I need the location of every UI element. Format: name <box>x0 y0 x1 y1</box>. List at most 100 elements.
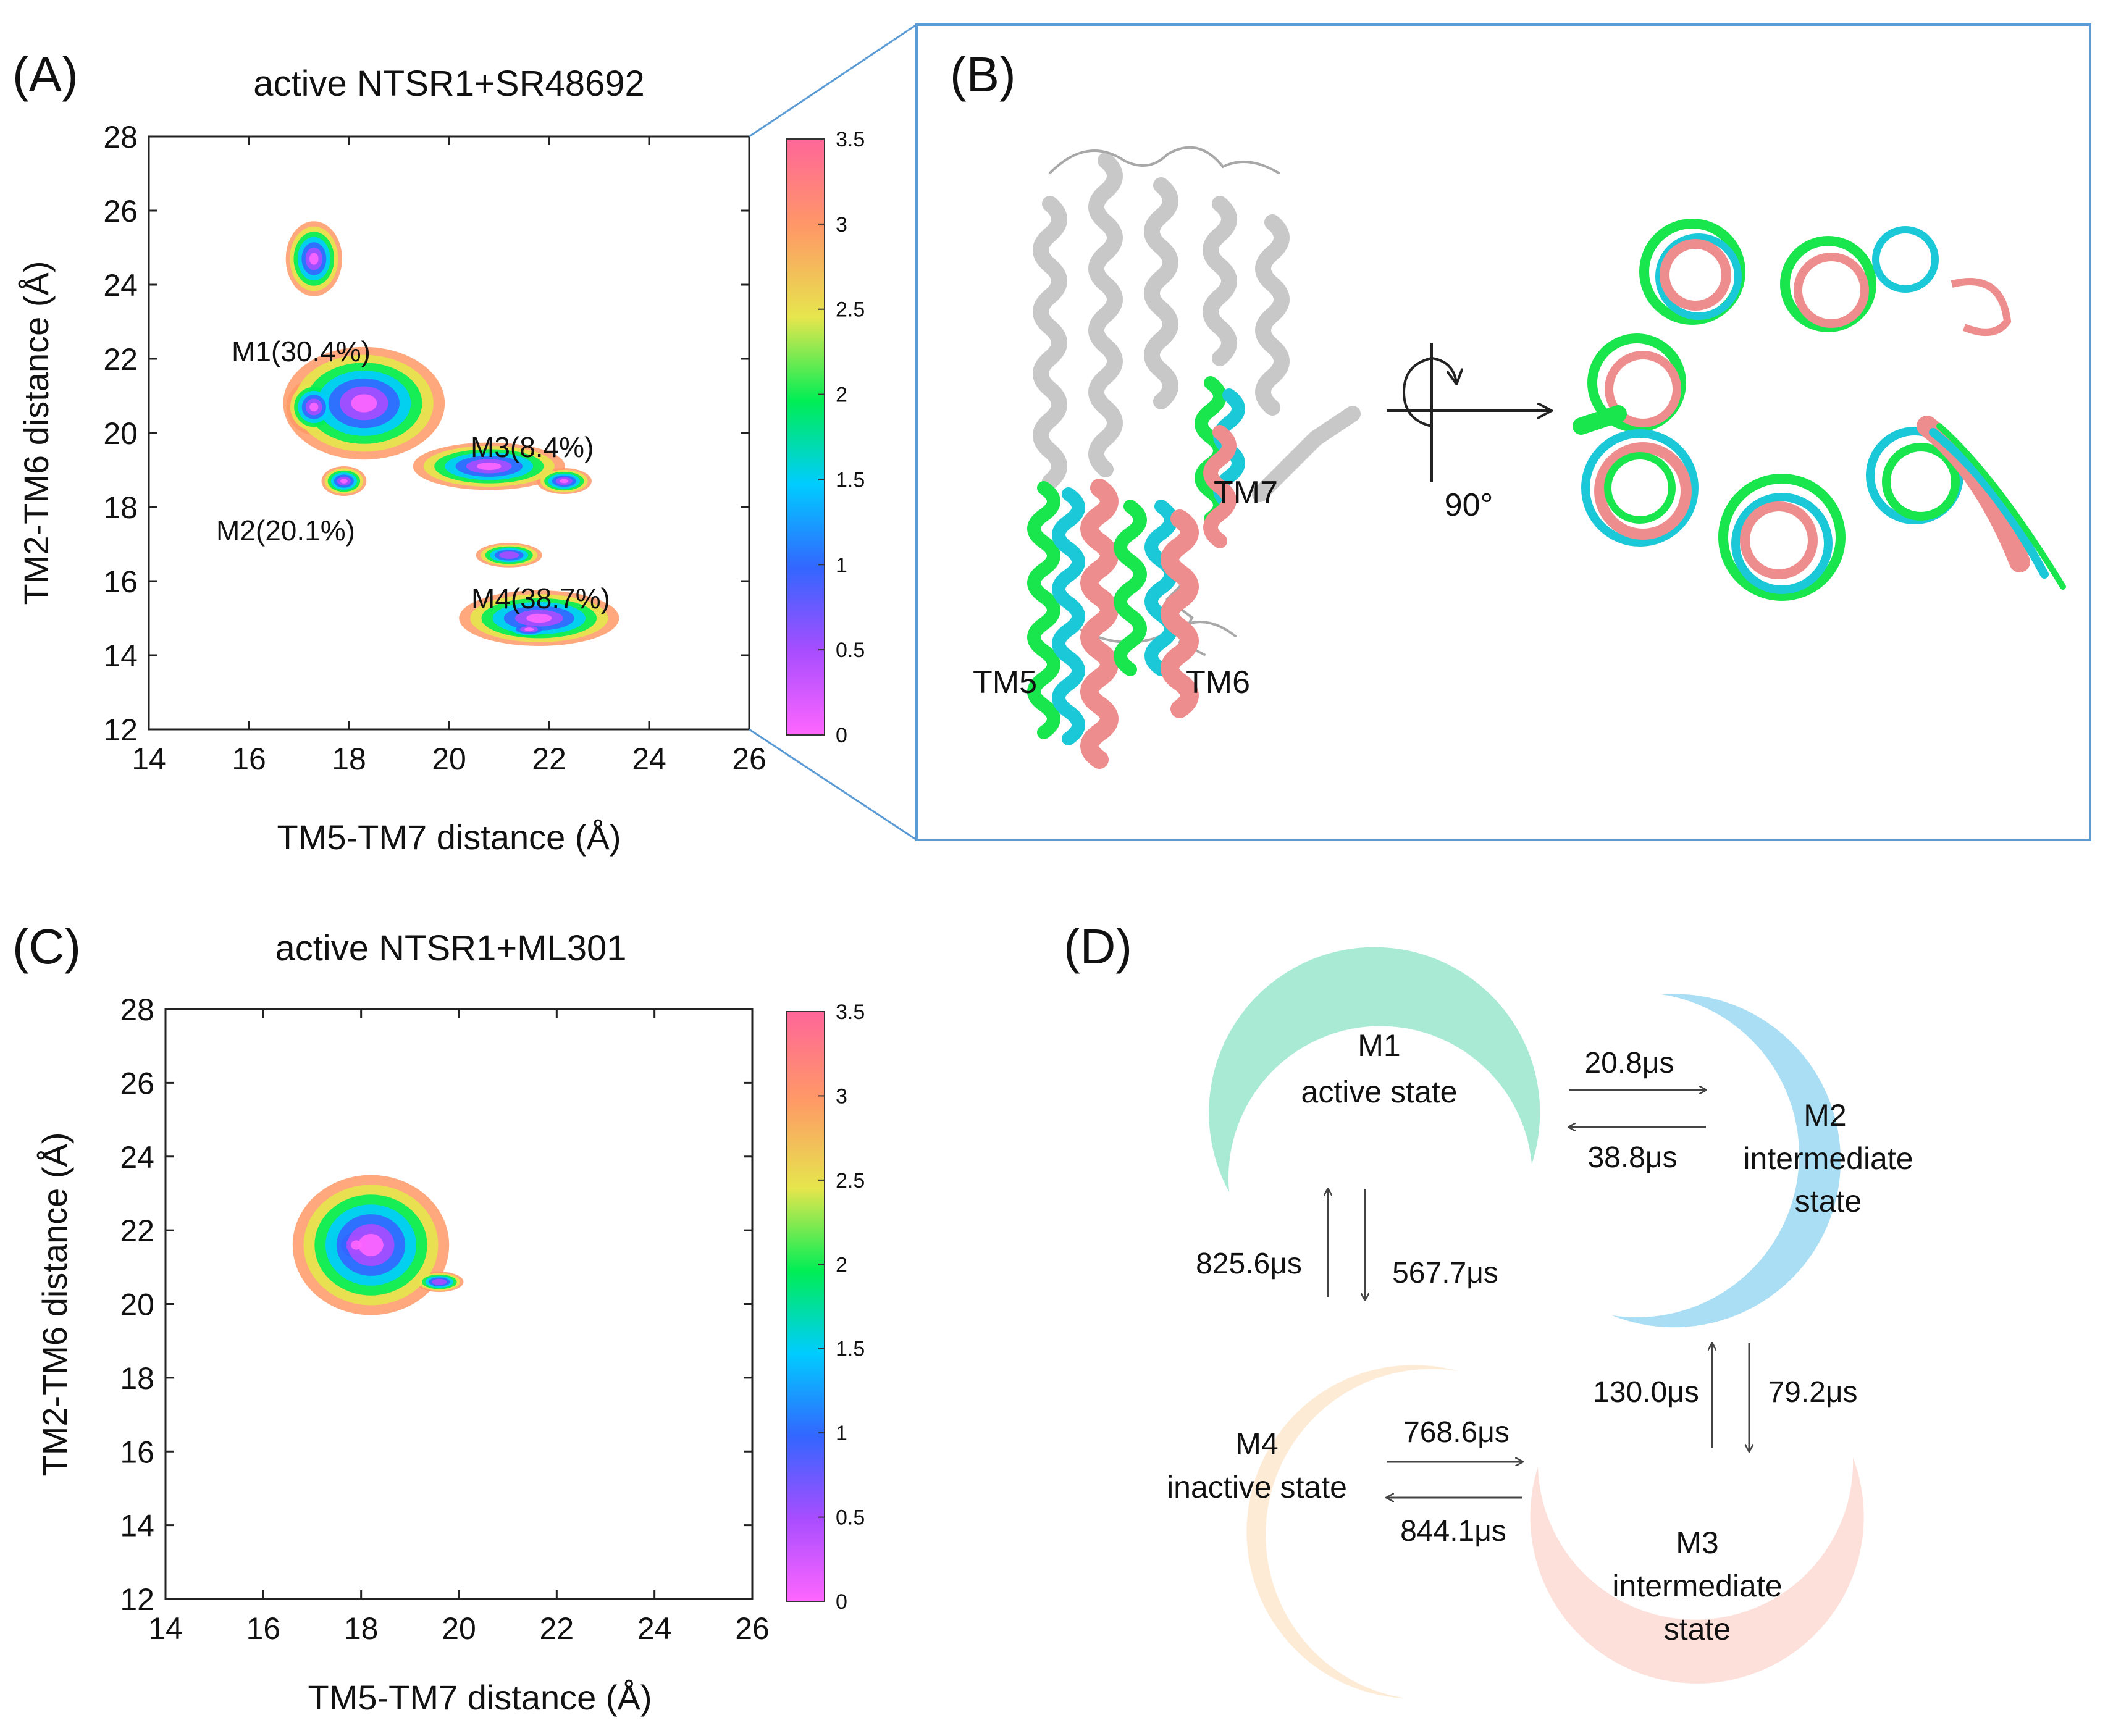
panel-c: (C) active NTSR1+ML301 14 16 18 20 22 24 26 12 1… <box>12 919 865 1717</box>
chart-a-ytick-label-0: 12 <box>103 713 138 747</box>
panel-c-label: (C) <box>12 919 81 974</box>
zoom-connectors <box>749 23 917 841</box>
chart-c-ytick-label-0: 12 <box>120 1582 154 1617</box>
colorbar-a-tick-label-2: 1 <box>836 553 847 577</box>
chart-a-xtick-label-4: 22 <box>532 742 566 776</box>
chart-c-ytick-label-7: 26 <box>120 1066 154 1101</box>
density-contour-a-6-5 <box>309 402 319 412</box>
basin-label-m1: M1(30.4%) <box>232 335 371 367</box>
chart-c-density <box>292 1175 464 1315</box>
density-contour-a-6-2 <box>477 462 502 471</box>
chart-c-xtick-label-5: 24 <box>637 1611 672 1646</box>
basin-label-m4: M4(38.7%) <box>471 582 610 614</box>
helix-label-tm7: TM7 <box>1214 475 1278 511</box>
chart-c-ylabel: TM2-TM6 distance (Å) <box>35 1133 74 1477</box>
chart-c-ytick-label-4: 20 <box>120 1288 154 1322</box>
state-m1-desc: active state <box>1301 1075 1458 1109</box>
chart-a-xtick-label-2: 18 <box>332 742 366 776</box>
chart-c-xtick-label-3: 20 <box>442 1611 476 1646</box>
density-contour-a-6-7 <box>560 479 569 484</box>
panel-a-label: (A) <box>12 47 78 102</box>
colorbar-c-tick-label-3: 1.5 <box>836 1338 865 1361</box>
state-m3-desc-line2: state <box>1664 1612 1731 1646</box>
state-m3-text: M3 intermediate state <box>1612 1525 1782 1646</box>
chart-c-ytick-label-6: 24 <box>120 1140 154 1175</box>
panel-b-frame <box>915 23 2091 841</box>
rate-m2-to-m1: 38.8μs <box>1587 1141 1677 1174</box>
density-contour-a-5-4 <box>499 551 519 559</box>
density-contour-c-6-2 <box>350 1240 362 1250</box>
chart-a-ytick-label-5: 22 <box>103 342 138 377</box>
chart-c-xtick-label-6: 26 <box>735 1611 770 1646</box>
rate-m2-to-m3: 79.2μs <box>1768 1376 1857 1409</box>
chart-c-xlabel: TM5-TM7 distance (Å) <box>308 1678 652 1717</box>
basin-label-m3: M3(8.4%) <box>471 431 594 463</box>
basin-label-m2: M2(20.1%) <box>216 514 355 547</box>
chart-a-ytick-label-6: 24 <box>103 268 138 303</box>
rate-m3-to-m4: 844.1μs <box>1400 1515 1506 1548</box>
chart-a-ytick-label-3: 18 <box>103 490 138 525</box>
colorbar-c-tick-label-7: 3.5 <box>836 1000 865 1024</box>
density-contour-c-5-1 <box>432 1278 447 1285</box>
chart-c-ytick-label-3: 18 <box>120 1361 154 1396</box>
state-m2-desc-line2: state <box>1795 1184 1862 1218</box>
state-m1-name: M1 <box>1358 1028 1400 1063</box>
panel-b: (B) <box>915 23 2091 841</box>
chart-c-xtick-label-0: 14 <box>148 1611 183 1646</box>
colorbar-c-tick-label-5: 2.5 <box>836 1169 865 1193</box>
receptor-top-view <box>1573 219 2066 601</box>
chart-a-ytick-label-7: 26 <box>103 194 138 229</box>
chart-a-ytick-label-2: 16 <box>103 564 138 599</box>
receptor-side-view <box>1027 146 1361 769</box>
state-m2-name: M2 <box>1804 1098 1846 1133</box>
colorbar-a-ticks: 0 0.5 1 1.5 2 2.5 3 3.5 <box>818 128 865 747</box>
state-m3-desc-line1: intermediate <box>1612 1569 1782 1603</box>
panel-d: (D) M1 active state M2 intermediate stat… <box>1064 919 1913 1698</box>
chart-a-title: active NTSR1+SR48692 <box>253 64 645 104</box>
colorbar-c-ticks: 0 0.5 1 1.5 2 2.5 3 3.5 <box>818 1000 865 1614</box>
rotation-arrow-icon <box>1387 343 1550 482</box>
colorbar-c-tick-label-1: 0.5 <box>836 1506 865 1530</box>
chart-a-frame <box>148 135 750 731</box>
chart-a-ytick-label-4: 20 <box>103 416 138 451</box>
chart-a-xtick-label-5: 24 <box>632 742 666 776</box>
rate-m4-to-m3: 768.6μs <box>1403 1416 1510 1449</box>
chart-c-xtick-label-2: 18 <box>344 1611 379 1646</box>
rate-m1-to-m2: 20.8μs <box>1584 1047 1674 1080</box>
state-m3-name: M3 <box>1676 1525 1718 1560</box>
chart-c-title: active NTSR1+ML301 <box>275 928 627 968</box>
state-m3-shape <box>1530 1457 1864 1684</box>
state-m4-desc: inactive state <box>1167 1470 1347 1504</box>
state-m2-text: M2 intermediate state <box>1743 1098 1913 1218</box>
colorbar-a-tick-label-0: 0 <box>836 724 847 747</box>
chart-a-xtick-label-0: 14 <box>132 742 166 776</box>
colorbar-c-tick-label-2: 1 <box>836 1422 847 1445</box>
chart-a-density <box>283 221 619 646</box>
colorbar-c-tick-label-6: 3 <box>836 1084 847 1108</box>
rate-m1-to-m4: 567.7μs <box>1392 1257 1498 1289</box>
colorbar-a-tick-label-7: 3.5 <box>836 128 865 151</box>
density-contour-a-6-6 <box>340 479 348 484</box>
density-contour-a-6-0 <box>351 394 377 413</box>
chart-c-ytick-label-5: 22 <box>120 1214 154 1248</box>
colorbar-c <box>786 1011 825 1602</box>
state-m4-text: M4 inactive state <box>1167 1427 1347 1504</box>
state-m1-text: M1 active state <box>1301 1028 1458 1109</box>
colorbar-a-tick-label-1: 0.5 <box>836 639 865 662</box>
state-m2-desc-line1: intermediate <box>1743 1141 1913 1176</box>
state-m1-shape <box>1209 947 1540 1192</box>
colorbar-a-tick-label-3: 1.5 <box>836 468 865 492</box>
density-contour-a-6-1 <box>309 253 319 265</box>
helix-label-tm6: TM6 <box>1186 665 1250 700</box>
colorbar-a-tick-label-5: 2.5 <box>836 298 865 322</box>
chart-a-xtick-label-3: 20 <box>432 742 466 776</box>
panel-b-label: (B) <box>950 47 1016 102</box>
state-m4-name: M4 <box>1235 1427 1278 1461</box>
chart-a-xlabel: TM5-TM7 distance (Å) <box>277 818 621 857</box>
chart-c-ytick-label-2: 16 <box>120 1435 154 1469</box>
chart-c-xtick-label-1: 16 <box>246 1611 281 1646</box>
density-contour-c-6-0 <box>358 1233 384 1257</box>
